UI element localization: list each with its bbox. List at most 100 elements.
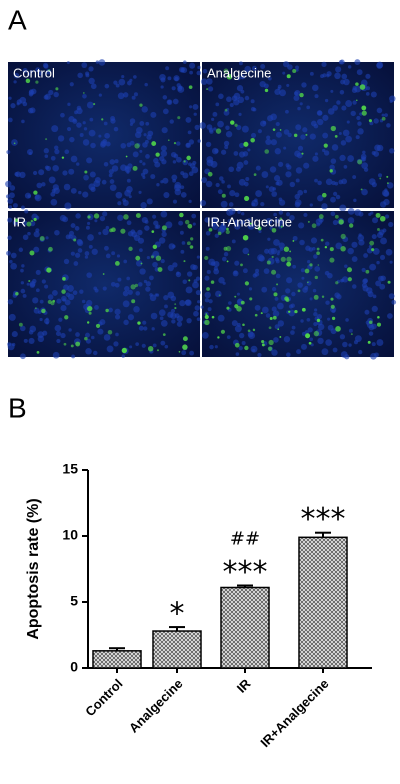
nucleus: [145, 154, 150, 159]
nucleus: [7, 198, 14, 204]
nucleus: [312, 288, 317, 293]
nucleus: [255, 268, 260, 273]
apoptotic-cell: [147, 345, 154, 352]
apoptotic-cell: [36, 351, 40, 354]
nucleus: [371, 305, 378, 313]
nucleus: [293, 91, 299, 96]
nucleus: [133, 92, 138, 97]
apoptotic-cell: [217, 336, 220, 339]
nucleus: [355, 135, 360, 140]
nucleus: [201, 331, 209, 339]
nucleus: [303, 189, 308, 194]
nucleus: [99, 319, 106, 326]
nucleus: [283, 336, 291, 343]
apoptotic-cell: [121, 347, 128, 354]
nucleus: [215, 290, 222, 298]
nucleus: [199, 199, 207, 207]
nucleus: [48, 176, 56, 184]
apoptotic-cell: [93, 213, 100, 219]
nucleus: [70, 223, 76, 229]
nucleus: [67, 285, 74, 292]
nucleus: [213, 268, 220, 275]
nucleus: [275, 273, 281, 279]
nucleus: [359, 112, 363, 116]
nucleus: [370, 91, 377, 98]
nucleus: [369, 263, 377, 271]
nucleus: [172, 178, 177, 183]
nucleus: [117, 277, 122, 282]
nucleus: [56, 338, 61, 344]
nucleus: [146, 198, 153, 205]
nucleus: [341, 276, 349, 283]
nucleus: [327, 324, 334, 331]
apoptotic-cell: [355, 99, 358, 102]
nucleus: [43, 148, 49, 154]
nucleus: [9, 259, 13, 264]
nucleus: [138, 325, 144, 331]
apoptotic-cell: [207, 171, 213, 177]
nucleus: [302, 287, 308, 293]
apoptotic-cell: [220, 329, 226, 334]
nucleus: [371, 182, 377, 188]
nucleus: [41, 182, 46, 187]
nucleus: [299, 239, 305, 246]
apoptotic-cell: [376, 322, 382, 327]
nucleus: [70, 251, 75, 256]
nucleus: [322, 132, 329, 139]
nucleus: [63, 284, 69, 291]
nucleus: [317, 337, 324, 345]
nucleus: [340, 79, 346, 85]
nucleus: [357, 121, 362, 126]
apoptotic-cell: [257, 226, 262, 231]
nucleus: [44, 154, 49, 158]
nucleus: [33, 307, 40, 314]
nucleus: [364, 309, 370, 315]
nucleus: [258, 229, 262, 234]
nucleus: [28, 92, 34, 97]
nucleus: [186, 318, 192, 324]
nucleus: [294, 150, 301, 157]
nucleus: [376, 260, 380, 265]
nucleus: [376, 339, 384, 346]
nucleus: [117, 201, 122, 206]
apoptotic-cell: [155, 255, 162, 261]
nucleus: [142, 320, 147, 325]
apoptotic-cell: [236, 306, 242, 312]
nucleus: [380, 275, 386, 282]
nucleus: [244, 65, 252, 73]
apoptotic-cell: [266, 260, 271, 265]
nucleus: [300, 268, 305, 273]
apoptotic-cell: [95, 323, 101, 328]
nucleus: [75, 332, 80, 337]
apoptotic-cell: [305, 133, 308, 136]
nucleus: [55, 331, 61, 337]
nucleus: [301, 343, 307, 350]
nucleus: [77, 248, 83, 253]
apoptotic-cell: [324, 246, 328, 249]
nucleus: [158, 237, 166, 244]
nucleus: [54, 229, 60, 236]
apoptotic-cell: [330, 297, 334, 301]
nucleus: [295, 65, 299, 70]
bar: [92, 650, 142, 669]
nucleus: [172, 98, 179, 105]
apoptotic-cell: [276, 283, 279, 286]
nucleus: [297, 282, 303, 288]
nucleus: [33, 231, 40, 238]
nucleus: [126, 220, 132, 226]
nucleus: [185, 142, 191, 149]
nucleus: [188, 171, 194, 177]
nucleus: [309, 203, 313, 207]
nucleus: [231, 95, 238, 102]
nucleus: [8, 313, 16, 321]
nucleus: [180, 185, 185, 190]
nucleus: [182, 172, 189, 179]
nucleus: [133, 234, 141, 242]
nucleus: [313, 321, 318, 327]
nucleus: [8, 205, 13, 209]
nucleus: [385, 248, 393, 256]
nucleus: [205, 141, 212, 148]
nucleus: [217, 314, 225, 322]
nucleus: [205, 180, 213, 188]
nucleus: [52, 290, 58, 296]
